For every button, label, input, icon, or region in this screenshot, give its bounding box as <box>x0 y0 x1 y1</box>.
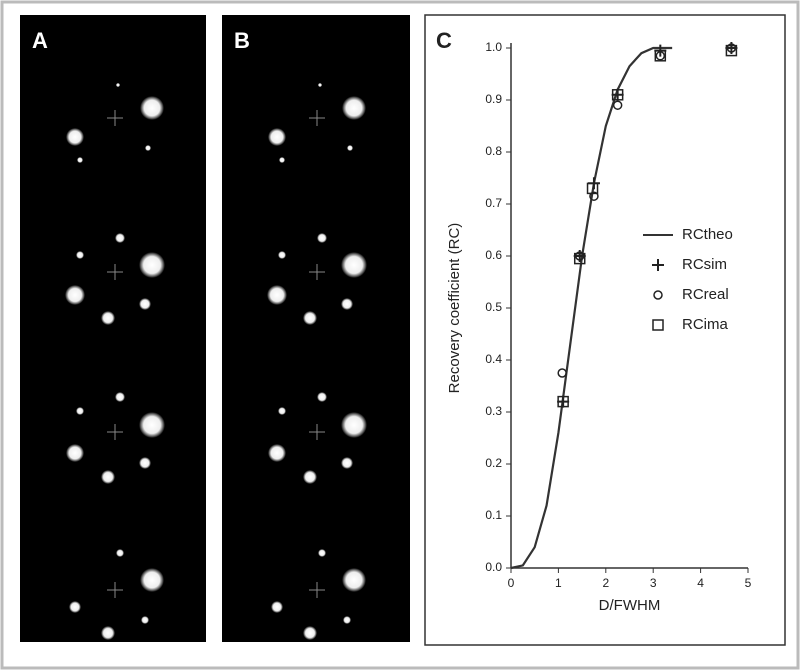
spot <box>268 128 286 146</box>
spot <box>267 285 287 305</box>
spot <box>76 251 84 259</box>
y-tick-label: 0.2 <box>485 456 502 470</box>
spot <box>66 444 84 462</box>
spot <box>303 311 317 325</box>
spot <box>141 616 149 624</box>
spot <box>66 128 84 146</box>
square-marker <box>611 89 624 101</box>
spot <box>101 626 115 640</box>
legend-label: RCsim <box>682 256 727 273</box>
panel-label: B <box>234 28 250 53</box>
spot <box>343 616 351 624</box>
image-panel-b <box>222 15 410 642</box>
plus-marker <box>557 395 570 408</box>
spots <box>65 83 367 640</box>
x-axis-label: D/FWHM <box>599 597 661 614</box>
square-marker <box>573 252 586 265</box>
x-tick-label: 1 <box>555 576 562 590</box>
plus-marker <box>652 259 664 271</box>
y-tick-label: 0.6 <box>485 248 502 262</box>
circle-marker <box>589 191 599 201</box>
spot <box>303 626 317 640</box>
spot <box>342 96 366 120</box>
square-marker <box>557 395 569 408</box>
spot <box>268 444 286 462</box>
spot <box>65 285 85 305</box>
square-marker <box>654 50 667 62</box>
spot <box>341 252 367 278</box>
y-tick-label: 0.5 <box>485 300 502 314</box>
spot <box>76 407 84 415</box>
square-marker <box>725 44 738 57</box>
circle-marker <box>655 51 666 61</box>
spot <box>139 252 165 278</box>
spot <box>317 392 327 402</box>
spot <box>115 233 125 243</box>
spot <box>139 298 151 310</box>
image-panel-a <box>20 15 206 642</box>
panel-label: C <box>436 28 452 53</box>
spot <box>139 457 151 469</box>
spot <box>115 392 125 402</box>
spot <box>341 412 367 438</box>
spot <box>347 145 353 151</box>
spot <box>278 407 286 415</box>
chart-panel <box>424 14 786 646</box>
curve <box>510 46 673 570</box>
spot <box>341 298 353 310</box>
spot <box>303 470 317 484</box>
spot <box>279 157 285 163</box>
circle-marker <box>726 43 737 53</box>
spot <box>271 601 283 613</box>
spot <box>101 311 115 325</box>
spot <box>341 457 353 469</box>
y-tick-label: 0.9 <box>485 92 502 106</box>
square-marker <box>652 319 664 331</box>
x-tick-label: 3 <box>650 576 657 590</box>
y-tick-label: 0.0 <box>485 560 502 574</box>
spot <box>101 470 115 484</box>
spot <box>145 145 151 151</box>
x-tick-label: 2 <box>602 576 609 590</box>
square-marker <box>586 182 599 195</box>
panel-label: A <box>32 28 48 53</box>
spot <box>139 412 165 438</box>
plus-marker <box>611 88 624 101</box>
y-axis-label: Recovery coefficient (RC) <box>446 223 463 394</box>
spot <box>116 549 124 557</box>
spot <box>317 233 327 243</box>
y-tick-label: 0.1 <box>485 508 502 522</box>
spot <box>342 568 366 592</box>
y-tick-label: 0.7 <box>485 196 502 210</box>
spot <box>318 83 322 87</box>
y-tick-label: 0.3 <box>485 404 502 418</box>
spot <box>116 83 120 87</box>
circle-marker <box>557 368 567 378</box>
y-tick-label: 0.8 <box>485 144 502 158</box>
y-tick-label: 1.0 <box>485 40 502 54</box>
x-tick-label: 4 <box>697 576 704 590</box>
circle-marker <box>612 100 623 110</box>
x-tick-label: 0 <box>508 576 515 590</box>
legend-label: RCreal <box>682 286 729 303</box>
spot <box>278 251 286 259</box>
spot <box>69 601 81 613</box>
plot: 0.0 0.1 0.2 0.3 0.4 0.5 0.6 0.7 0.8 0.9 1.0 0 1 2 3 4 5 D… <box>446 40 752 614</box>
spot <box>140 96 164 120</box>
circle-marker <box>653 290 663 300</box>
spot <box>77 157 83 163</box>
y-tick-label: 0.4 <box>485 352 502 366</box>
spot <box>140 568 164 592</box>
legend-label: RCtheo <box>682 226 733 243</box>
circle-marker <box>574 251 585 261</box>
x-tick-label: 5 <box>745 576 752 590</box>
legend-label: RCima <box>682 316 728 333</box>
spot <box>318 549 326 557</box>
